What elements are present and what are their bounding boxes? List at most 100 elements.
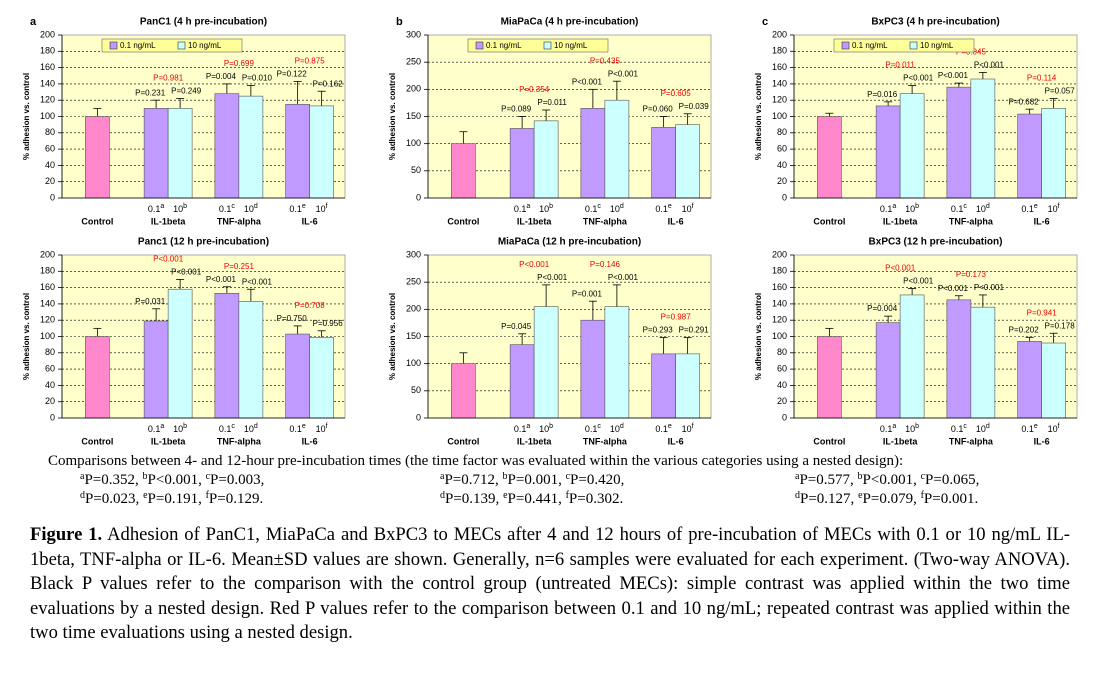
- p-value-red-label: P=0.875: [295, 57, 326, 66]
- comparison-p-value: P=0.420,: [570, 472, 625, 488]
- y-tick-label: 120: [40, 95, 55, 105]
- y-tick-label: 140: [772, 78, 787, 88]
- bar: [1041, 108, 1066, 199]
- p-value-red-label: P=0.114: [1027, 74, 1057, 83]
- comparison-superscript: a: [80, 471, 85, 482]
- dose-superscript: f: [692, 203, 694, 210]
- y-tick-label: 80: [45, 127, 55, 137]
- dose-value: 10: [976, 424, 986, 434]
- p-value-label: P=0.060: [643, 105, 674, 114]
- dose-superscript: f: [326, 203, 328, 210]
- p-value-label: P=0.016: [867, 90, 898, 99]
- dose-label: 10d: [976, 203, 990, 214]
- comparison-superscript: d: [440, 490, 445, 501]
- comparison-p-value: P=0.129.: [208, 491, 264, 507]
- p-value-label: P<0.001: [572, 77, 603, 86]
- y-tick-label: 40: [777, 380, 787, 390]
- dose-value: 10: [173, 204, 183, 214]
- dose-superscript: a: [160, 423, 164, 430]
- dose-label: 10f: [1048, 423, 1060, 434]
- p-value-label: P=0.956: [313, 319, 344, 328]
- y-tick-label: 180: [772, 46, 787, 56]
- caption-label: Figure 1.: [30, 524, 103, 545]
- y-tick-label: 140: [40, 298, 55, 308]
- y-tick-label: 200: [406, 84, 421, 94]
- y-tick-label: 0: [416, 412, 421, 422]
- y-tick-label: 300: [406, 29, 421, 39]
- comparison-superscript: c: [920, 471, 926, 482]
- group-label: IL-1beta: [151, 436, 187, 446]
- y-tick-label: 250: [406, 277, 421, 287]
- p-value-label: P=0.750: [277, 314, 308, 323]
- dose-superscript: b: [549, 423, 553, 430]
- p-value-label: P=0.045: [501, 322, 532, 331]
- y-tick-label: 0: [50, 192, 55, 202]
- dose-superscript: f: [326, 423, 328, 430]
- comparison-p-value: P=0.127,: [800, 491, 859, 507]
- group-label: Control: [447, 216, 479, 226]
- chart-title: MiaPaCa (12 h pre-incubation): [498, 237, 641, 248]
- legend-box: [467, 38, 609, 53]
- p-value-label: P=0.089: [501, 105, 532, 114]
- group-label: IL-1beta: [517, 216, 553, 226]
- dose-superscript: b: [183, 423, 187, 430]
- comparison-p-value: P<0.001,: [862, 472, 921, 488]
- p-value-label: P<0.001: [903, 74, 934, 83]
- group-label: TNF-alpha: [583, 216, 628, 226]
- dose-value: 10: [905, 424, 915, 434]
- dose-label: 10d: [244, 203, 258, 214]
- comparison-superscript: b: [857, 471, 863, 482]
- y-tick-label: 60: [45, 143, 55, 153]
- dose-superscript: b: [183, 203, 187, 210]
- dose-superscript: c: [231, 203, 235, 210]
- dose-value: 0.1: [514, 204, 527, 214]
- dose-label: 0.1c: [219, 203, 236, 214]
- p-value-label: P=0.293: [643, 326, 674, 335]
- dose-value: 10: [173, 424, 183, 434]
- dose-label: 0.1e: [289, 203, 306, 214]
- bar: [580, 108, 606, 199]
- p-value-red-label: P=0.251: [224, 262, 255, 271]
- p-value-label: P=0.039: [679, 102, 710, 111]
- legend-label: 10 ng/mL: [554, 41, 588, 50]
- bar: [817, 116, 842, 199]
- y-tick-label: 160: [40, 62, 55, 72]
- group-label: Control: [81, 216, 113, 226]
- dose-label: 0.1a: [880, 423, 897, 434]
- dose-value: 10: [316, 204, 326, 214]
- dose-label: 0.1a: [514, 423, 531, 434]
- p-value-label: P<0.001: [206, 275, 237, 284]
- y-tick-label: 140: [40, 78, 55, 88]
- comparison-p-value: P=0.001.: [923, 491, 979, 507]
- bar: [509, 344, 535, 419]
- bar: [167, 288, 193, 419]
- dose-value: 0.1: [148, 424, 161, 434]
- dose-label: 0.1e: [655, 203, 672, 214]
- dose-label: 10b: [905, 203, 919, 214]
- y-tick-label: 160: [772, 282, 787, 292]
- legend-swatch: [109, 41, 118, 50]
- bar: [970, 78, 996, 199]
- dose-label: 10d: [976, 423, 990, 434]
- dose-value: 10: [976, 204, 986, 214]
- dose-label: 10d: [244, 423, 258, 434]
- bar: [451, 143, 476, 199]
- p-value-red-label: P<0.001: [885, 264, 916, 273]
- p-value-label: P=0.249: [171, 87, 202, 96]
- y-tick-label: 150: [406, 111, 421, 121]
- comparison-p-value: P=0.065,: [925, 472, 980, 488]
- y-tick-label: 40: [45, 160, 55, 170]
- dose-superscript: a: [892, 203, 896, 210]
- bar: [899, 294, 925, 419]
- comparison-p-value: P=0.712,: [444, 472, 503, 488]
- y-tick-label: 20: [45, 396, 55, 406]
- dose-superscript: c: [963, 203, 967, 210]
- dose-superscript: d: [620, 423, 624, 430]
- p-value-red-label: P=0.981: [153, 74, 184, 83]
- y-tick-label: 160: [772, 62, 787, 72]
- dose-label: 10b: [905, 423, 919, 434]
- p-value-label: P<0.001: [938, 284, 969, 293]
- dose-superscript: e: [668, 423, 672, 430]
- comparison-superscript: b: [142, 471, 148, 482]
- p-value-label: P<0.001: [608, 69, 639, 78]
